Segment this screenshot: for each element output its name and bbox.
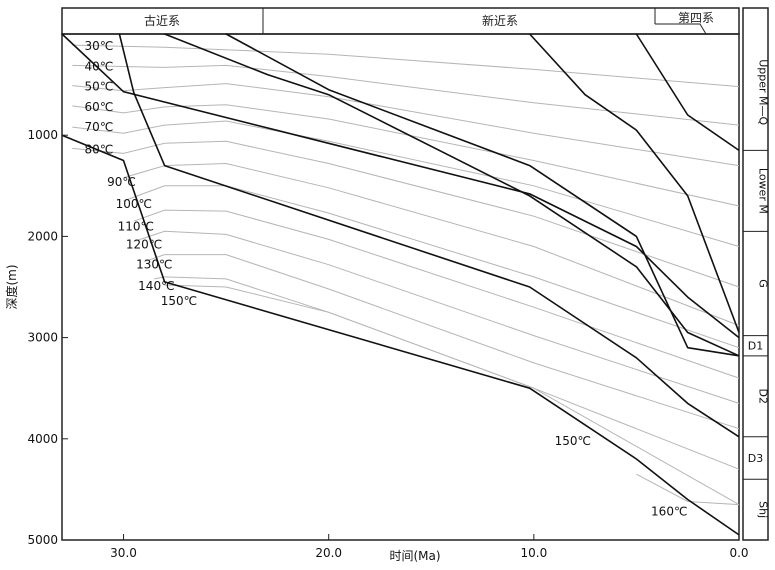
isotherm-line-8	[133, 209, 740, 379]
x-tick-label-0: 30.0	[110, 546, 137, 560]
burial-curve-3	[61, 134, 740, 536]
isotherm-label-9: 120℃	[126, 237, 162, 251]
x-tick-label-1: 20.0	[315, 546, 342, 560]
burial-curve-2	[118, 33, 740, 438]
strat-label-6: Shj	[757, 501, 770, 518]
y-tick-label-4: 5000	[27, 533, 58, 547]
isotherm-line-0	[72, 44, 740, 88]
period-quaternary-bracket	[655, 23, 707, 35]
isotherm-line-5	[72, 140, 740, 288]
strat-label-3: D1	[748, 340, 763, 353]
isotherm-line-7	[123, 185, 740, 349]
isotherm-line-10	[143, 254, 740, 430]
strat-column: Upper M—Q Lower M G D1 D2 D3 Shj	[743, 59, 770, 518]
strat-column-frame	[742, 7, 769, 541]
strat-label-4: D2	[757, 389, 770, 404]
isotherm-label-6: 90℃	[107, 175, 136, 189]
burial-curve-6	[529, 33, 740, 333]
x-tick-label-2: 10.0	[520, 546, 547, 560]
isotherm-line-9	[133, 230, 740, 404]
burial-curve-layer	[61, 33, 740, 536]
isotherm-label-10: 130℃	[136, 258, 172, 272]
strat-label-1: Lower M	[757, 168, 770, 214]
isotherm-label-2: 50℃	[85, 80, 114, 94]
isotherm-line-3	[72, 104, 740, 207]
isotherm-label-8: 110℃	[118, 219, 154, 233]
period-label-neogene: 新近系	[482, 13, 518, 28]
period-header-frame	[61, 7, 740, 35]
isotherm-line-1	[72, 64, 740, 126]
isotherm-label-0: 30℃	[85, 39, 114, 53]
isotherm-line-6	[123, 162, 740, 326]
period-header: 古近系 新近系 第四系	[61, 7, 740, 35]
isotherm-label-13: 150℃	[555, 434, 591, 448]
y-tick-label-1: 2000	[27, 229, 58, 243]
isotherm-layer	[72, 44, 740, 506]
burial-curve-7	[635, 33, 740, 152]
isotherm-label-4: 70℃	[85, 120, 114, 134]
isotherm-label-5: 80℃	[85, 142, 114, 156]
x-axis-title: 时间(Ma)	[389, 549, 440, 563]
isotherm-label-1: 40℃	[85, 59, 114, 73]
x-tick-label-3: 0.0	[729, 546, 748, 560]
axes: 30.0 20.0 10.0 0.0 1000 2000 3000 4000 5000	[27, 128, 748, 560]
isotherm-label-7: 100℃	[116, 197, 152, 211]
isotherm-line-13	[636, 473, 740, 506]
isotherm-label-layer: 30℃ 40℃ 50℃ 60℃ 70℃ 80℃ 90℃ 100℃ 110℃ 120℃ 130℃ 140…	[85, 39, 688, 519]
y-tick-label-3: 4000	[27, 432, 58, 446]
y-tick-label-2: 3000	[27, 331, 58, 345]
burial-curve-4	[164, 33, 740, 357]
period-label-quaternary: 第四系	[678, 11, 714, 25]
isotherm-line-4	[72, 120, 740, 247]
strat-label-5: D3	[748, 452, 763, 465]
burial-curve-5	[225, 33, 740, 357]
strat-label-0: Upper M—Q	[757, 59, 770, 125]
isotherm-label-3: 60℃	[85, 100, 114, 114]
isotherm-line-12	[164, 284, 740, 506]
burial-curve-1	[61, 33, 740, 339]
isotherm-label-12: 150℃	[161, 294, 197, 308]
y-axis-title: 深度(m)	[4, 264, 19, 309]
isotherm-label-14: 160℃	[651, 505, 687, 519]
period-label-paleogene: 古近系	[144, 13, 180, 28]
y-tick-label-0: 1000	[27, 128, 58, 142]
strat-label-2: G	[757, 279, 770, 288]
isotherm-label-11: 140℃	[138, 279, 174, 293]
